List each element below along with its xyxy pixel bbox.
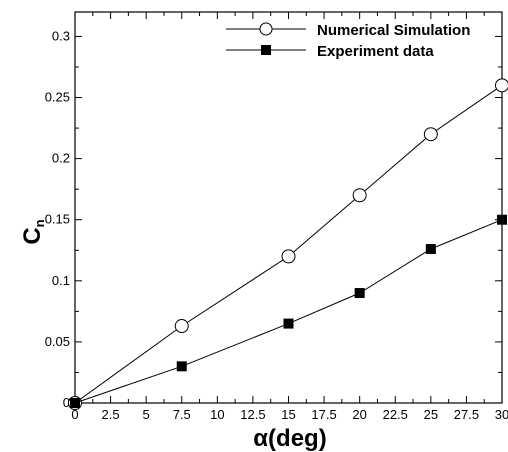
x-tick-label: 12.5 xyxy=(240,407,265,422)
y-tick-label: 0.1 xyxy=(52,273,70,288)
x-axis-title: α(deg) xyxy=(253,425,326,452)
x-tick-label: 22.5 xyxy=(383,407,408,422)
plot-frame xyxy=(74,11,503,404)
data-point-numerical xyxy=(352,188,367,203)
data-point-numerical xyxy=(423,127,438,142)
svg-text:Cn: Cn xyxy=(19,219,47,244)
x-tick-label: 5 xyxy=(143,407,150,422)
legend-label-experiment: Experiment data xyxy=(317,43,434,60)
data-point-experiment xyxy=(176,361,187,372)
legend-marker-experiment xyxy=(261,45,271,55)
x-tick-label: 30 xyxy=(495,407,508,422)
y-axis-title-subscript: n xyxy=(32,219,47,227)
x-tick-label: 15 xyxy=(281,407,295,422)
y-tick-label: 0.15 xyxy=(45,212,70,227)
y-tick-label: 0.05 xyxy=(45,334,70,349)
y-axis-title: Cn xyxy=(19,219,47,244)
legend-marker-numerical xyxy=(259,22,273,36)
x-tick-label: 17.5 xyxy=(311,407,336,422)
series-line-0 xyxy=(74,84,503,404)
x-tick-label: 20 xyxy=(352,407,366,422)
data-point-experiment xyxy=(70,398,80,408)
series-line-1 xyxy=(74,219,503,404)
data-point-experiment xyxy=(425,244,436,255)
x-tick-label: 2.5 xyxy=(102,407,120,422)
data-point-experiment xyxy=(283,318,294,329)
data-point-numerical xyxy=(495,78,508,93)
y-tick-label: 0.3 xyxy=(52,28,70,43)
x-tick-label: 25 xyxy=(424,407,438,422)
y-tick-label: 0 xyxy=(63,395,70,410)
data-point-experiment xyxy=(497,214,507,225)
y-axis-title-main: C xyxy=(19,227,46,244)
x-tick-label: 10 xyxy=(210,407,224,422)
x-tick-label: 27.5 xyxy=(454,407,479,422)
data-point-numerical xyxy=(174,319,189,334)
x-tick-label: 0 xyxy=(71,407,78,422)
data-point-numerical xyxy=(281,249,296,264)
y-tick-label: 0.2 xyxy=(52,151,70,166)
x-tick-label: 7.5 xyxy=(173,407,191,422)
y-tick-label: 0.25 xyxy=(45,90,70,105)
data-point-experiment xyxy=(354,288,365,299)
legend-label-numerical: Numerical Simulation xyxy=(317,22,470,39)
